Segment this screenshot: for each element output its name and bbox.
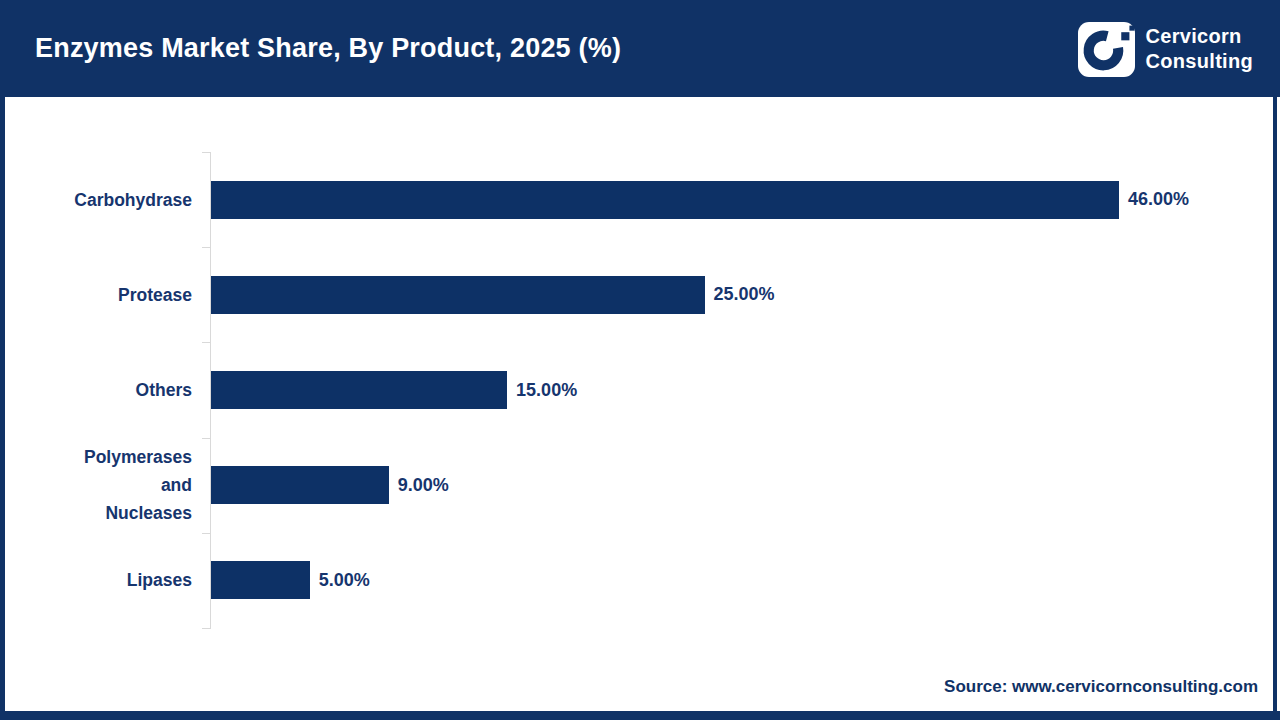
category-label-others: Others: [5, 342, 192, 437]
value-label-lipases: 5.00%: [319, 561, 370, 599]
value-label-carbohydrase: 46.00%: [1128, 181, 1189, 219]
chart-figure: Enzymes Market Share, By Product, 2025 (…: [0, 0, 1280, 720]
value-label-protease: 25.00%: [714, 276, 775, 314]
axis-tick: [202, 438, 211, 439]
category-label-lipases: Lipases: [5, 533, 192, 628]
value-label-others: 15.00%: [516, 371, 577, 409]
bar-polymerases-and-nucleases: [211, 466, 389, 504]
axis-tick: [202, 152, 211, 153]
axis-tick: [202, 628, 211, 629]
footer-bar: [0, 711, 1280, 720]
plot-area: Carbohydrase 46.00% Protease 25.00% Others 15…: [0, 0, 1280, 720]
bar-others: [211, 371, 507, 409]
axis-tick: [202, 247, 211, 248]
bar-protease: [211, 276, 705, 314]
bar-lipases: [211, 561, 310, 599]
value-label-polymerases-and-nucleases: 9.00%: [398, 466, 449, 504]
category-label-polymerases-and-nucleases: PolymerasesandNucleases: [5, 438, 192, 533]
axis-tick: [202, 533, 211, 534]
source-text: Source: www.cervicornconsulting.com: [944, 677, 1258, 697]
axis-tick: [202, 342, 211, 343]
category-label-carbohydrase: Carbohydrase: [5, 152, 192, 247]
left-frame-border: [0, 97, 5, 711]
right-frame-border: [1273, 97, 1277, 711]
category-label-protease: Protease: [5, 247, 192, 342]
bar-carbohydrase: [211, 181, 1119, 219]
